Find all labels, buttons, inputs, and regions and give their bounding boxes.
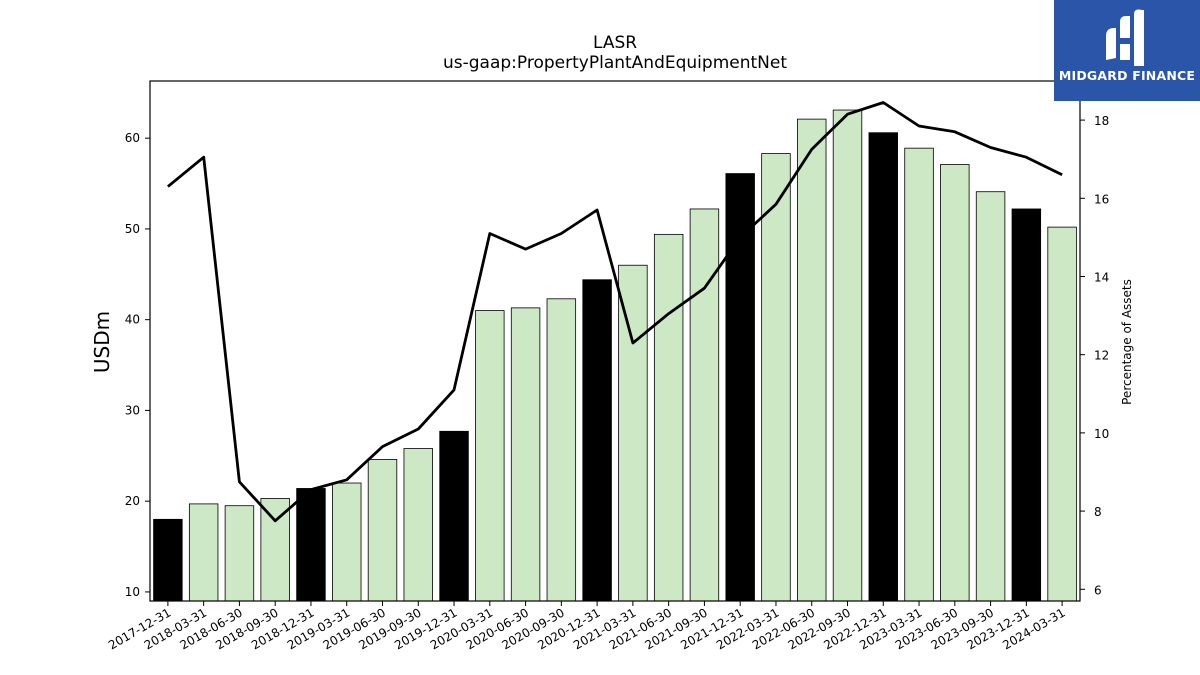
y-tick-label: 10 (125, 585, 140, 599)
y-tick-label: 30 (125, 403, 140, 417)
bar-2020-09-30 (546, 298, 577, 602)
bar-2023-09-30 (975, 191, 1006, 602)
y2-tick-label: 18 (1094, 114, 1109, 128)
y2-tick-label: 12 (1094, 349, 1109, 363)
bar-2022-06-30 (797, 118, 827, 602)
bar-2023-06-30 (940, 164, 970, 602)
bar-2022-12-31 (868, 132, 898, 602)
y-tick-label: 50 (125, 222, 140, 236)
bar-2022-09-30 (832, 109, 863, 602)
bar-2018-09-30 (260, 498, 290, 602)
bar-2019-03-31 (332, 482, 362, 602)
plot-frame (149, 80, 1081, 602)
y-axis-label: USDm (90, 311, 114, 373)
midgard-logo-icon (1106, 9, 1144, 66)
y-tick-label: 20 (125, 494, 140, 508)
bar-2021-06-30 (653, 233, 684, 602)
bar-2019-12-31 (439, 430, 469, 602)
logo-text: MIDGARD FINANCE (1058, 68, 1196, 83)
chart-subtitle: us-gaap:PropertyPlantAndEquipmentNet (443, 53, 787, 73)
bar-2020-06-30 (510, 307, 541, 602)
bars (153, 109, 1077, 602)
bar-2021-03-31 (618, 264, 648, 602)
axes (149, 80, 1081, 602)
y2-axis-label: Percentage of Assets (1120, 279, 1134, 405)
bar-2018-03-31 (188, 503, 219, 602)
y2-tick-label: 10 (1094, 427, 1109, 441)
bar-2017-12-31 (153, 518, 183, 602)
chart-title: LASR (593, 33, 637, 53)
bar-2020-03-31 (475, 310, 505, 602)
bar-2019-06-30 (367, 459, 398, 602)
bar-2018-06-30 (224, 505, 255, 602)
bar-2020-12-31 (582, 279, 612, 602)
bar-2022-03-31 (761, 153, 791, 602)
bar-2019-09-30 (403, 448, 433, 602)
x-axis-ticks: 2017-12-312018-03-312018-06-302018-09-30… (106, 601, 1068, 652)
bar-2023-12-31 (1011, 208, 1042, 602)
bar-2021-09-30 (689, 208, 720, 602)
bar-2018-12-31 (296, 488, 326, 602)
bar-2021-12-31 (725, 173, 755, 602)
y2-axis-ticks: 6 8 10 12 14 16 18 (1080, 114, 1109, 597)
percentage-line (167, 101, 1063, 523)
y2-tick-label: 16 (1094, 192, 1109, 206)
y-tick-label: 40 (125, 313, 140, 327)
midgard-finance-logo: MIDGARD FINANCE (1054, 0, 1200, 101)
y2-tick-label: 14 (1094, 270, 1109, 284)
bar-2024-03-31 (1047, 226, 1077, 602)
y-axis-ticks: 10 20 30 40 50 60 (125, 131, 150, 599)
bar-2023-03-31 (904, 147, 934, 602)
y2-tick-label: 6 (1094, 583, 1102, 597)
line-series (167, 101, 1063, 523)
y2-tick-label: 8 (1094, 505, 1102, 519)
y-tick-label: 60 (125, 131, 140, 145)
